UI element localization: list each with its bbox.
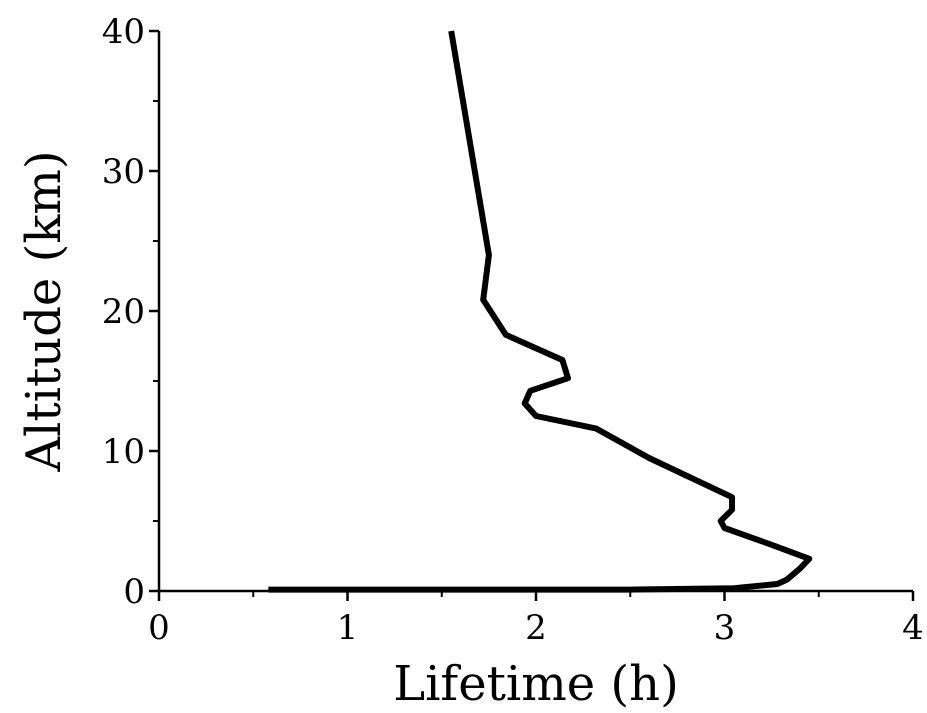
x-tick-label: 3 xyxy=(714,608,736,648)
y-tick-label: 30 xyxy=(102,152,145,192)
x-tick-label: 1 xyxy=(337,608,359,648)
y-tick-label: 40 xyxy=(102,12,145,52)
y-tick-label: 0 xyxy=(123,572,145,612)
series-line xyxy=(268,30,813,593)
x-tick-label: 2 xyxy=(525,608,547,648)
y-tick-label: 10 xyxy=(102,432,145,472)
y-axis-title: Altitude (km) xyxy=(16,150,72,472)
chart-axes xyxy=(157,31,913,593)
x-tick-label: 0 xyxy=(148,608,170,648)
y-tick-label: 20 xyxy=(102,292,145,332)
x-tick-label: 4 xyxy=(902,608,924,648)
x-axis-title: Lifetime (h) xyxy=(393,656,679,712)
chart-series xyxy=(268,30,813,593)
